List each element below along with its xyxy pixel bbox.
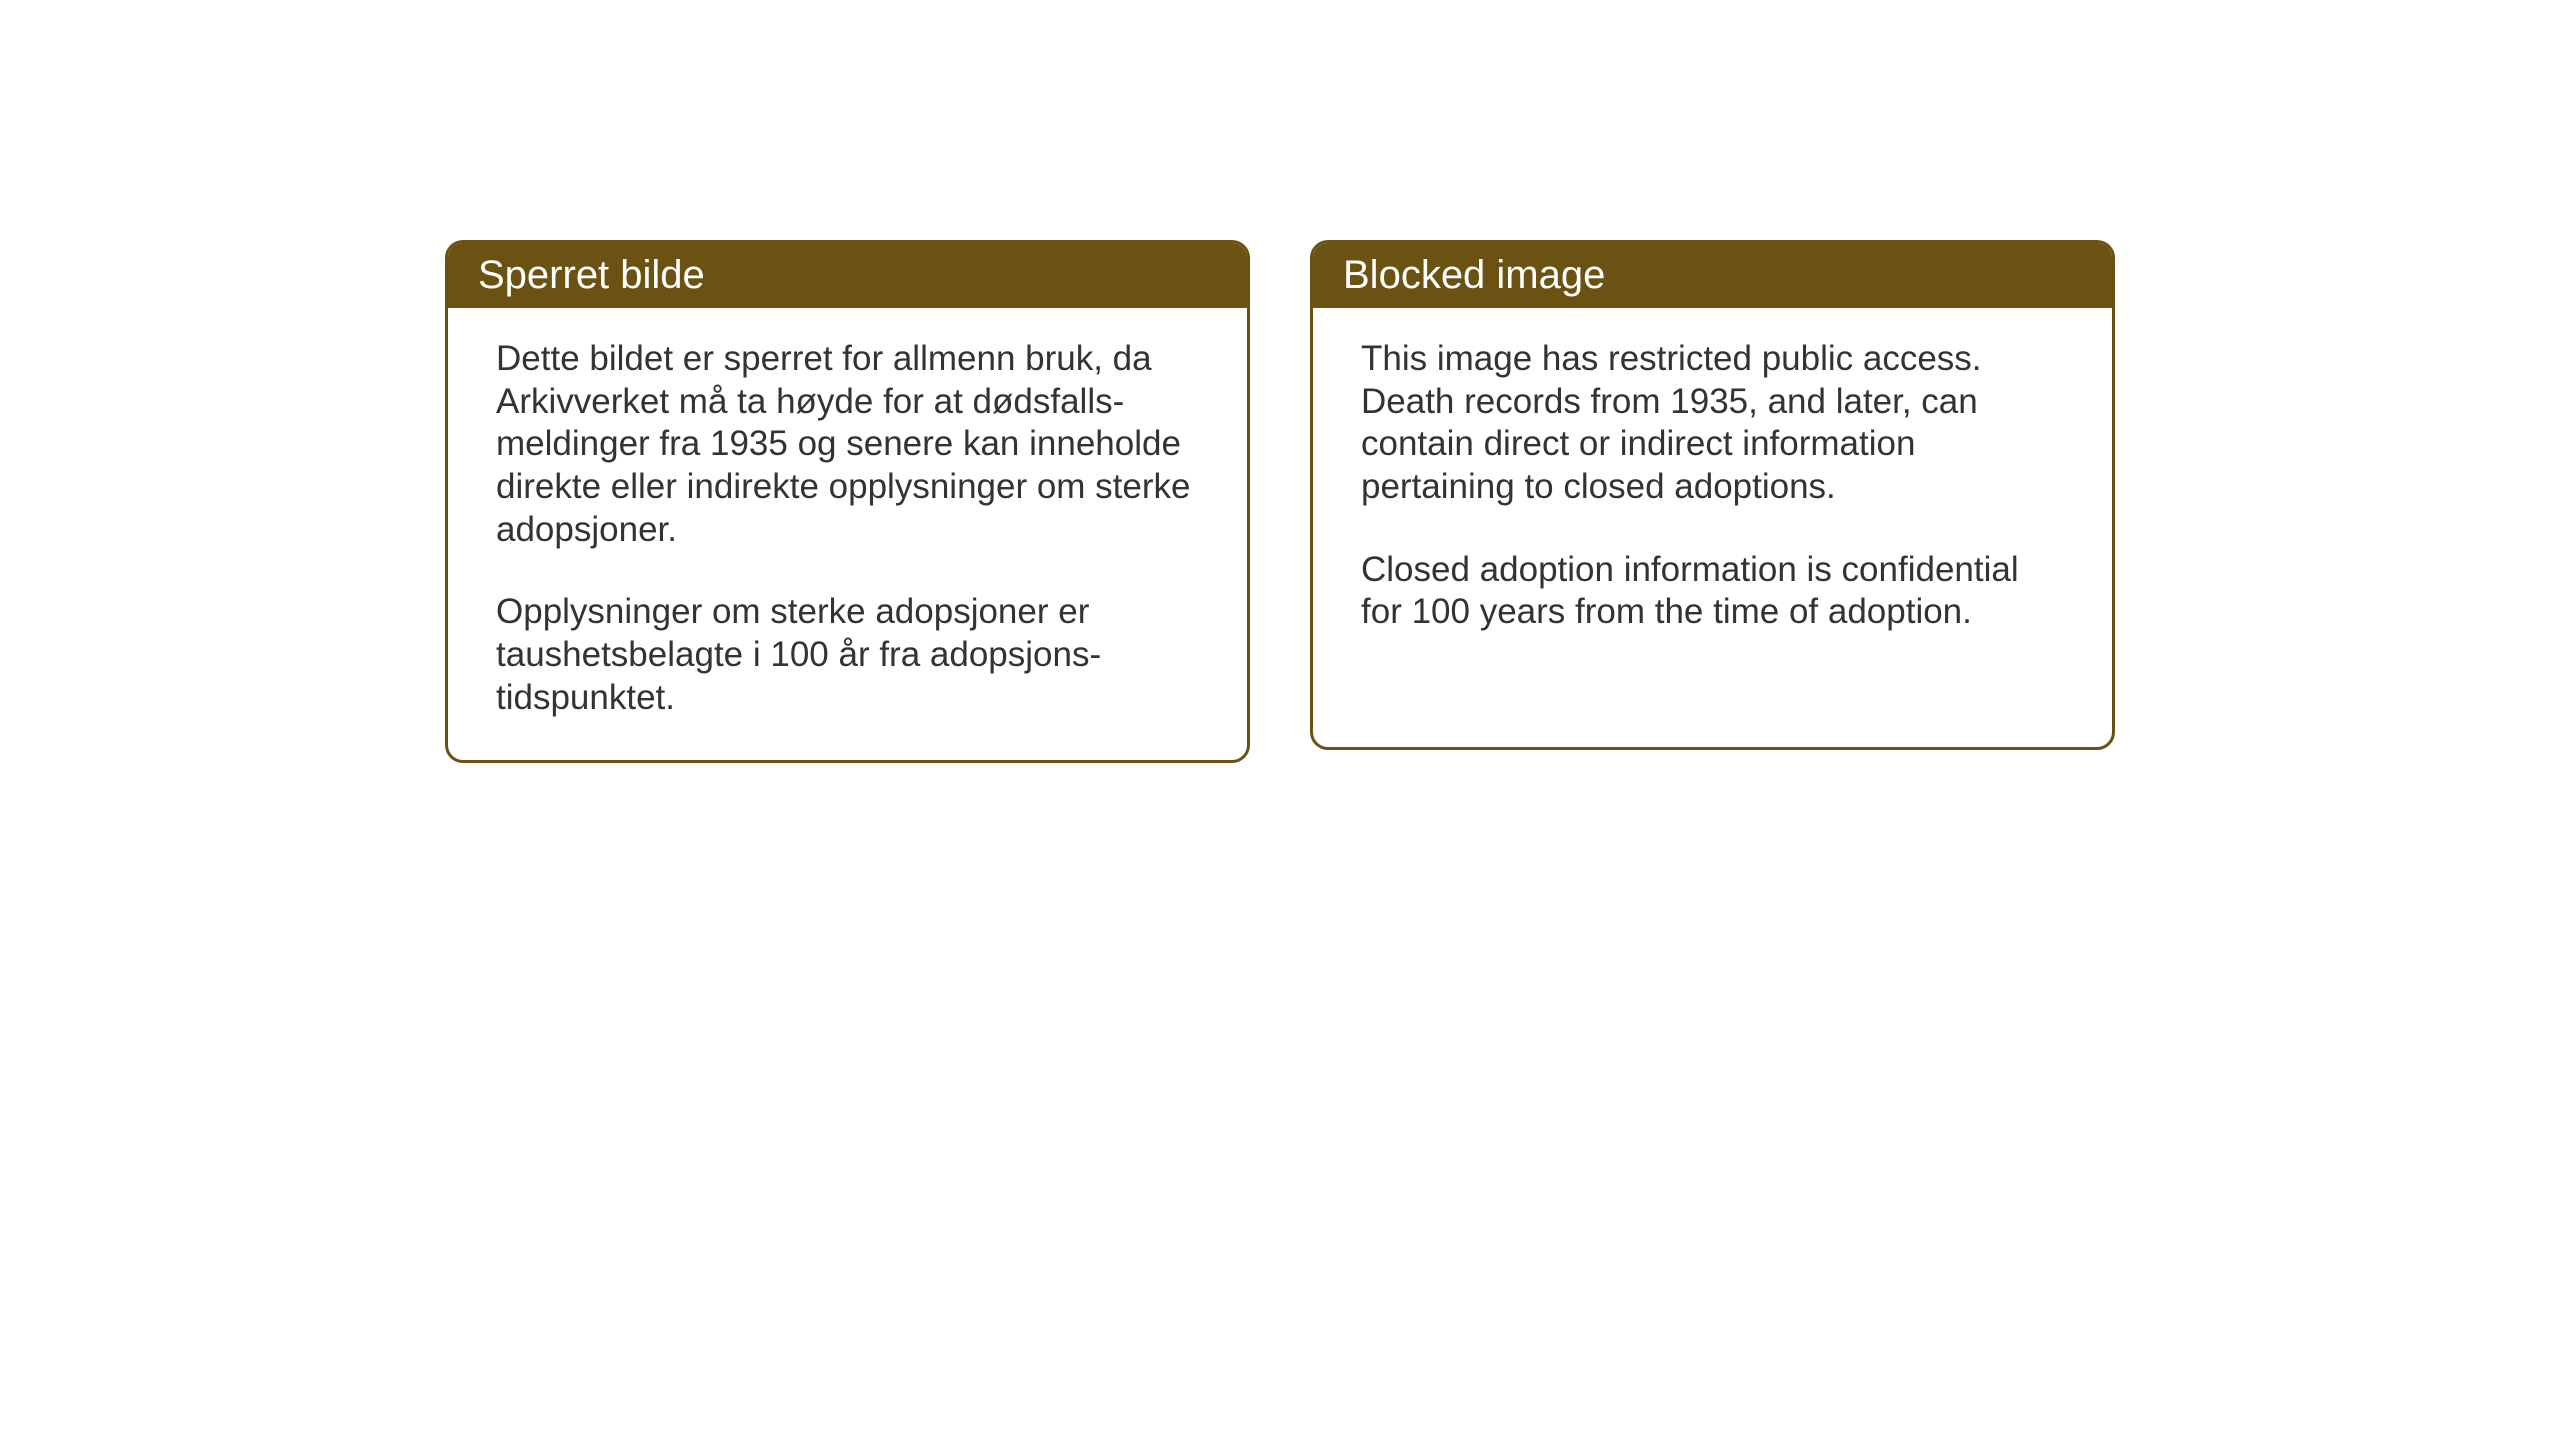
cards-container: Sperret bilde Dette bildet er sperret fo… [445, 240, 2115, 763]
norwegian-card-header: Sperret bilde [448, 243, 1247, 308]
english-paragraph-2: Closed adoption information is confident… [1361, 549, 2064, 634]
norwegian-paragraph-1: Dette bildet er sperret for allmenn bruk… [496, 338, 1199, 551]
norwegian-card: Sperret bilde Dette bildet er sperret fo… [445, 240, 1250, 763]
english-card-body: This image has restricted public access.… [1313, 308, 2112, 674]
english-card-title: Blocked image [1343, 253, 1605, 297]
english-card: Blocked image This image has restricted … [1310, 240, 2115, 750]
english-card-header: Blocked image [1313, 243, 2112, 308]
english-paragraph-1: This image has restricted public access.… [1361, 338, 2064, 509]
norwegian-card-body: Dette bildet er sperret for allmenn bruk… [448, 308, 1247, 760]
norwegian-paragraph-2: Opplysninger om sterke adopsjoner er tau… [496, 591, 1199, 719]
norwegian-card-title: Sperret bilde [478, 253, 705, 297]
